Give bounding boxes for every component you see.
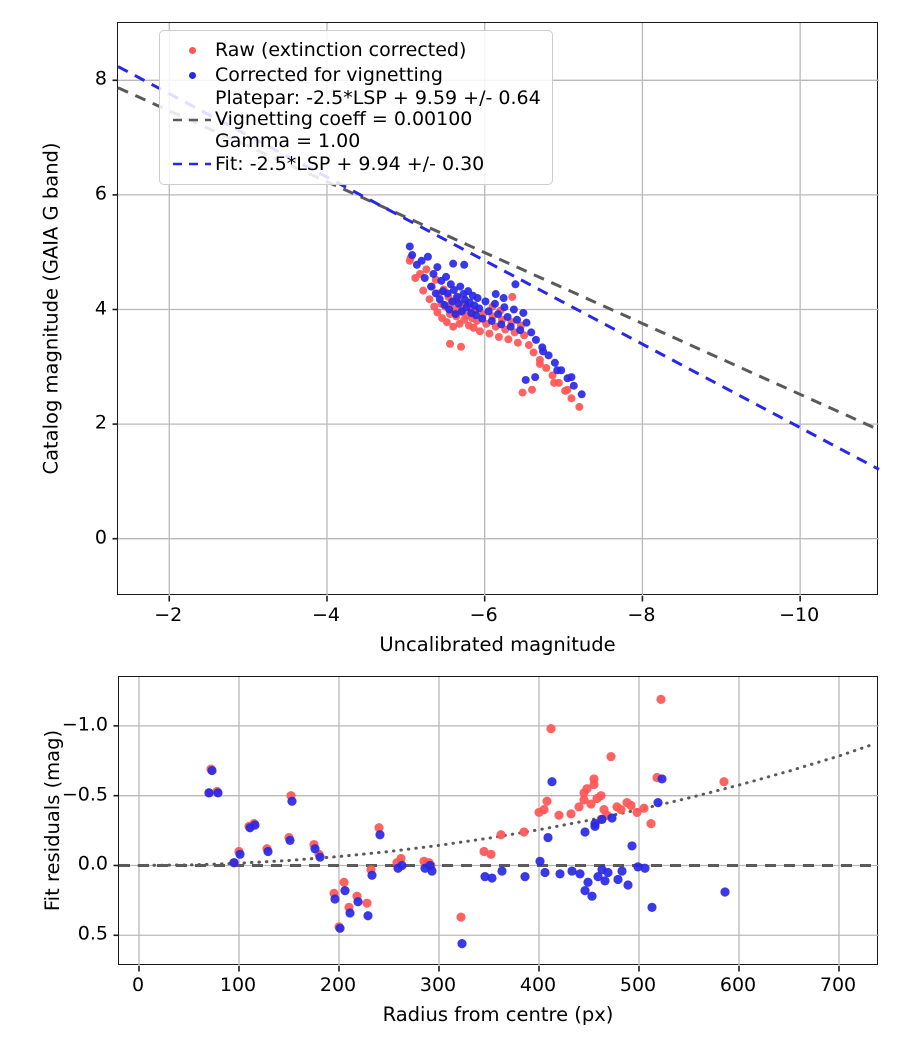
- ytick-label: 8: [94, 67, 107, 90]
- ytick-label: 0.5: [77, 922, 108, 945]
- ytick-label: 2: [94, 411, 107, 434]
- xtick-label: 600: [719, 974, 757, 996]
- xtick-label: 700: [819, 974, 857, 996]
- xtick-label: −8: [627, 604, 656, 626]
- legend-label-fit: Fit: -2.5*LSP + 9.94 +/- 0.30: [215, 152, 485, 175]
- xtick-label: 100: [219, 974, 257, 996]
- legend-label-platepar: Platepar: -2.5*LSP + 9.59 +/- 0.64: [215, 87, 541, 109]
- xtick-label: −2: [154, 604, 183, 626]
- xtick-label: 200: [319, 974, 357, 996]
- xtick-label: 500: [619, 974, 657, 996]
- bottom-plot-canvas: [113, 677, 879, 972]
- legend-entry-platepar: Platepar: -2.5*LSP + 9.59 +/- 0.64 Vigne…: [169, 87, 541, 152]
- xtick-label: 400: [519, 974, 557, 996]
- legend-label-gamma: Gamma = 1.00: [215, 129, 361, 152]
- bottom-plot-xlabel: Radius from centre (px): [382, 1003, 614, 1026]
- legend-entry-corrected: Corrected for vignetting: [169, 63, 541, 88]
- blue-dashed-line-marker-icon: [169, 159, 215, 169]
- top-plot-xlabel: Uncalibrated magnitude: [379, 633, 616, 656]
- ytick-label: 0: [94, 526, 107, 549]
- xtick-label: 0: [131, 974, 145, 996]
- ytick-label: 6: [94, 182, 107, 205]
- top-plot-ylabel: Catalog magnitude (GAIA G band): [39, 142, 63, 475]
- bottom-plot-ylabel: Fit residuals (mag): [40, 729, 64, 912]
- gray-dashed-line-marker-icon: [169, 115, 215, 125]
- xtick-label: −6: [469, 604, 498, 626]
- ytick-label: 0.0: [77, 852, 108, 875]
- ytick-label: −0.5: [61, 783, 108, 806]
- fit-residuals-plot: [113, 676, 879, 972]
- top-plot-legend: Raw (extinction corrected) Corrected for…: [159, 30, 553, 185]
- xtick-label: −10: [779, 604, 820, 626]
- ytick-label: −1.0: [61, 713, 108, 736]
- ytick-label: 4: [94, 297, 107, 319]
- blue-dot-marker-icon: [169, 72, 215, 79]
- xtick-label: 300: [419, 974, 457, 996]
- legend-entry-raw: Raw (extinction corrected): [169, 38, 541, 63]
- legend-label-raw: Raw (extinction corrected): [215, 38, 467, 61]
- legend-label-vignetting-coeff: Vignetting coeff = 0.00100: [215, 108, 473, 131]
- legend-label-corrected: Corrected for vignetting: [215, 63, 443, 86]
- xtick-label: −4: [311, 604, 340, 626]
- legend-entry-fit: Fit: -2.5*LSP + 9.94 +/- 0.30: [169, 152, 541, 177]
- red-dot-marker-icon: [169, 47, 215, 54]
